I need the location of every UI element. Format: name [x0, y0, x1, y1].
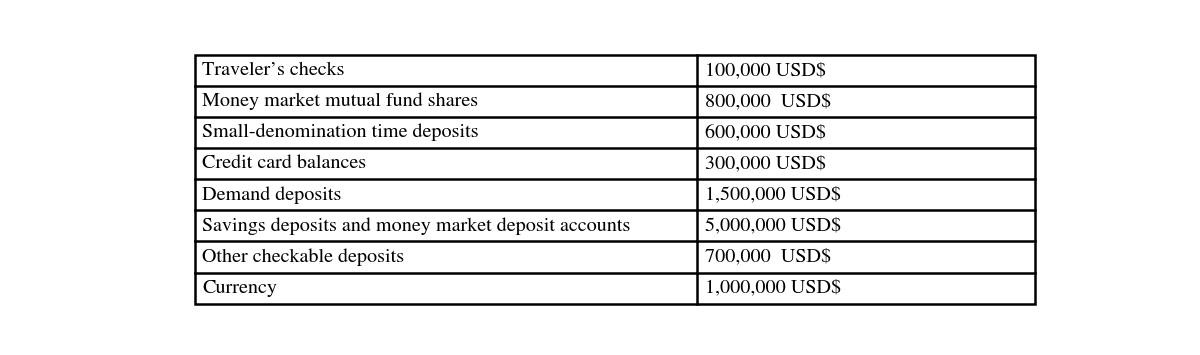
Text: Savings deposits and money market deposit accounts: Savings deposits and money market deposi…: [202, 217, 630, 235]
Text: 100,000 USD$: 100,000 USD$: [704, 62, 826, 79]
Text: 300,000 USD$: 300,000 USD$: [704, 155, 826, 172]
Text: Money market mutual fund shares: Money market mutual fund shares: [202, 93, 479, 110]
Text: 600,000 USD$: 600,000 USD$: [704, 124, 826, 141]
Text: 5,000,000 USD$: 5,000,000 USD$: [704, 217, 841, 235]
Text: 800,000  USD$: 800,000 USD$: [704, 93, 830, 110]
Text: Credit card balances: Credit card balances: [202, 155, 366, 172]
Text: Currency: Currency: [202, 279, 277, 297]
Text: 700,000  USD$: 700,000 USD$: [704, 248, 830, 266]
Text: 1,500,000 USD$: 1,500,000 USD$: [704, 186, 841, 203]
Text: Traveler’s checks: Traveler’s checks: [202, 62, 344, 79]
Text: Small-denomination time deposits: Small-denomination time deposits: [202, 124, 479, 141]
Text: Other checkable deposits: Other checkable deposits: [202, 248, 404, 266]
Text: Demand deposits: Demand deposits: [202, 186, 342, 204]
Text: 1,000,000 USD$: 1,000,000 USD$: [704, 279, 841, 297]
